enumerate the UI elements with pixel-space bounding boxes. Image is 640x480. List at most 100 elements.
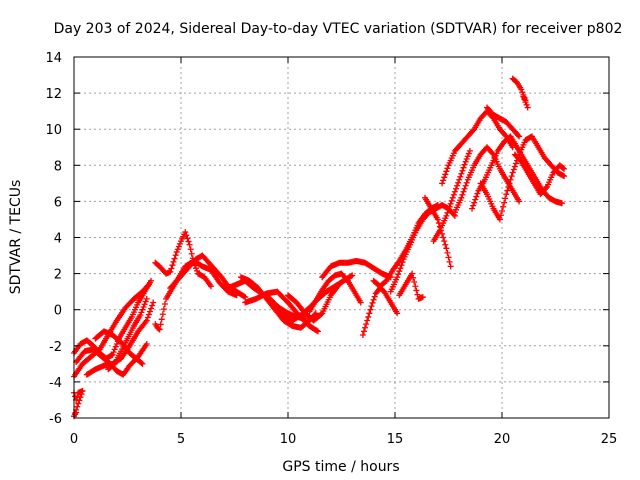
data-point xyxy=(158,316,165,323)
x-axis-label: GPS time / hours xyxy=(282,459,399,475)
data-point xyxy=(144,314,151,321)
x-tick-label: 25 xyxy=(601,432,618,447)
data-point xyxy=(455,179,462,186)
data-point xyxy=(462,158,469,165)
data-point xyxy=(561,173,568,180)
data-point xyxy=(157,321,164,328)
data-point xyxy=(113,340,120,347)
data-point xyxy=(447,263,454,270)
series-track-22 xyxy=(451,144,523,216)
data-point xyxy=(176,240,183,247)
data-point xyxy=(137,312,144,319)
data-point xyxy=(460,164,467,171)
series-track-16 xyxy=(359,285,401,338)
y-tick-labels: -6 -4 -2 0 2 4 6 8 10 12 14 xyxy=(45,51,62,427)
data-point xyxy=(141,301,148,308)
y-tick-label: -4 xyxy=(49,376,62,391)
x-tick-label: 10 xyxy=(280,432,297,447)
data-point xyxy=(242,294,249,301)
data-point xyxy=(145,311,152,318)
y-tick-label: 0 xyxy=(54,304,62,319)
data-point xyxy=(442,171,449,178)
data-point xyxy=(139,306,146,313)
x-tick-label: 20 xyxy=(494,432,511,447)
data-point xyxy=(138,359,145,366)
data-point xyxy=(359,331,366,338)
data-point xyxy=(348,273,355,280)
data-point xyxy=(336,281,343,288)
data-point xyxy=(311,311,318,318)
y-tick-label: 2 xyxy=(54,268,62,283)
data-point xyxy=(561,165,568,172)
data-point xyxy=(368,303,375,310)
data-point xyxy=(175,243,182,250)
x-tick-labels: 0 5 10 15 20 25 xyxy=(70,432,617,447)
data-point xyxy=(149,302,156,309)
data-point xyxy=(443,212,450,219)
series-track-29 xyxy=(92,328,146,367)
data-point xyxy=(523,101,530,108)
data-point xyxy=(443,168,450,175)
data-point xyxy=(519,89,526,96)
data-point xyxy=(542,185,549,192)
series-track-15 xyxy=(319,257,394,281)
data-point xyxy=(409,270,416,277)
data-point xyxy=(313,327,320,334)
data-point xyxy=(473,193,480,200)
data-point xyxy=(505,183,512,190)
data-point xyxy=(450,191,457,198)
data-point xyxy=(148,277,155,284)
data-point xyxy=(74,403,81,410)
data-point xyxy=(471,199,478,206)
data-point xyxy=(444,249,451,256)
data-point xyxy=(395,271,402,278)
data-point xyxy=(458,170,465,177)
data-point xyxy=(559,165,566,172)
y-tick-label: 12 xyxy=(45,87,62,102)
data-point xyxy=(183,232,190,239)
data-point xyxy=(312,310,319,317)
data-point xyxy=(160,306,167,313)
data-point xyxy=(186,241,193,248)
data-point xyxy=(366,310,373,317)
series-track-12 xyxy=(242,288,321,335)
data-point xyxy=(397,265,404,272)
data-point xyxy=(447,200,454,207)
data-point xyxy=(497,212,504,219)
data-point xyxy=(439,180,446,187)
data-point xyxy=(503,191,510,198)
data-point xyxy=(360,328,367,335)
series-track-18 xyxy=(387,202,458,295)
data-point xyxy=(461,185,468,192)
y-axis-label: SDTVAR / TECUs xyxy=(8,180,24,295)
data-point xyxy=(367,306,374,313)
data-point xyxy=(440,234,447,241)
data-point xyxy=(474,190,481,197)
data-point xyxy=(463,155,470,162)
data-point xyxy=(357,299,364,306)
data-point xyxy=(138,309,145,316)
data-point xyxy=(75,400,82,407)
data-point xyxy=(456,176,463,183)
series-track-24 xyxy=(430,147,473,245)
series-track-19 xyxy=(396,270,426,302)
data-point xyxy=(155,325,162,332)
data-point xyxy=(349,272,356,279)
data-point xyxy=(448,197,455,204)
data-point xyxy=(500,203,507,210)
data-point xyxy=(459,167,466,174)
data-point xyxy=(412,283,419,290)
data-point xyxy=(174,246,181,253)
data-point xyxy=(502,195,509,202)
data-point xyxy=(365,313,372,320)
data-point xyxy=(464,153,471,160)
data-point xyxy=(156,326,163,333)
data-point xyxy=(504,187,511,194)
data-point xyxy=(446,203,453,210)
series-track-28 xyxy=(484,104,523,140)
data-point xyxy=(79,387,86,394)
data-point xyxy=(442,241,449,248)
data-point xyxy=(140,303,147,310)
series-track-26 xyxy=(511,151,568,198)
